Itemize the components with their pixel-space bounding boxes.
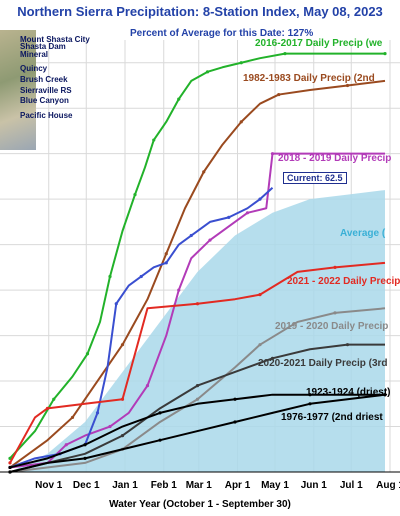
map-station-3: Quincy bbox=[20, 64, 48, 73]
series-label-7: 2020-2021 Daily Precip (3rd bbox=[258, 358, 388, 369]
map-station-4: Brush Creek bbox=[20, 75, 68, 84]
current-value-label: Current: 62.5 bbox=[283, 172, 347, 184]
x-tick-1: Dec 1 bbox=[72, 480, 100, 491]
series-1-point-8 bbox=[202, 170, 206, 174]
series-2-point-6 bbox=[145, 384, 150, 388]
chart-subtitle: Percent of Average for this Date: 127% bbox=[130, 28, 314, 39]
series-3-point-8 bbox=[139, 274, 143, 279]
chart-title: Northern Sierra Precipitation: 8-Station… bbox=[17, 4, 383, 19]
series-label-0: 2016-2017 Daily Precip (we bbox=[255, 38, 383, 49]
series-1-point-10 bbox=[239, 120, 243, 124]
series-7-point-6 bbox=[270, 356, 275, 360]
series-8-point-8 bbox=[308, 393, 312, 397]
series-0-point-18 bbox=[283, 52, 287, 56]
series-5-point-10 bbox=[333, 265, 337, 269]
x-axis-label: Water Year (October 1 - September 30) bbox=[109, 499, 291, 510]
series-9-point-8 bbox=[308, 402, 312, 406]
x-tick-4: Mar 1 bbox=[185, 480, 212, 491]
series-6-point-4 bbox=[195, 397, 200, 401]
series-line-8 bbox=[9, 393, 385, 469]
x-tick-9: Aug 1 bbox=[376, 480, 400, 491]
series-0-point-12 bbox=[177, 97, 181, 101]
series-0-point-16 bbox=[239, 61, 243, 65]
series-label-9: 1976-1977 (2nd driest bbox=[281, 412, 383, 423]
series-0-point-6 bbox=[108, 274, 112, 279]
series-2-point-14 bbox=[270, 152, 275, 156]
series-3-point-4 bbox=[95, 411, 100, 415]
series-3-point-14 bbox=[227, 215, 231, 219]
x-tick-0: Nov 1 bbox=[35, 480, 63, 491]
series-1-point-6 bbox=[164, 252, 168, 256]
series-2-point-8 bbox=[177, 288, 181, 292]
series-3-point-16 bbox=[258, 197, 262, 201]
series-line-7 bbox=[9, 343, 385, 473]
series-2-point-12 bbox=[245, 211, 250, 215]
series-1-point-14 bbox=[345, 83, 350, 88]
map-station-5: Sierraville RS bbox=[20, 86, 72, 95]
series-3-point-6 bbox=[114, 302, 118, 306]
series-0-point-4 bbox=[85, 352, 90, 356]
series-9-point-10 bbox=[383, 393, 387, 397]
station-map bbox=[0, 30, 36, 150]
series-7-point-2 bbox=[120, 434, 125, 438]
map-station-0: Mount Shasta City bbox=[20, 35, 90, 44]
map-station-7: Pacific House bbox=[20, 111, 73, 120]
map-station-2: Mineral bbox=[20, 50, 49, 59]
series-0-point-10 bbox=[152, 138, 156, 142]
series-8-point-0 bbox=[8, 465, 12, 470]
series-7-point-8 bbox=[345, 343, 350, 347]
series-line-6 bbox=[9, 307, 386, 473]
series-7-point-4 bbox=[195, 384, 200, 388]
series-8-point-2 bbox=[83, 443, 87, 447]
series-line-9 bbox=[9, 393, 386, 473]
series-8-point-6 bbox=[233, 397, 237, 401]
x-tick-2: Jan 1 bbox=[112, 480, 138, 491]
x-tick-6: May 1 bbox=[261, 480, 289, 491]
series-line-1 bbox=[9, 79, 386, 469]
map-station-6: Blue Canyon bbox=[20, 96, 69, 105]
series-9-point-6 bbox=[233, 420, 237, 424]
series-label-8: 1923-1924 (driest) bbox=[306, 387, 391, 398]
series-5-point-4 bbox=[120, 397, 125, 401]
series-0-point-8 bbox=[133, 193, 137, 197]
series-9-point-4 bbox=[158, 438, 162, 442]
series-5-point-8 bbox=[258, 293, 262, 297]
series-9-point-2 bbox=[83, 456, 87, 460]
series-0-point-14 bbox=[205, 70, 210, 74]
series-lines bbox=[8, 52, 387, 474]
series-line-2 bbox=[9, 152, 385, 469]
series-label-2: 2018 - 2019 Daily Precip bbox=[278, 153, 392, 164]
x-tick-5: Apr 1 bbox=[224, 480, 251, 491]
map-station-1: Shasta Dam bbox=[20, 42, 66, 51]
series-3-point-12 bbox=[189, 233, 193, 238]
series-6-point-6 bbox=[258, 343, 262, 347]
series-2-point-10 bbox=[208, 238, 212, 242]
series-8-point-4 bbox=[158, 411, 162, 415]
series-2-point-4 bbox=[108, 424, 112, 429]
series-3-point-10 bbox=[164, 261, 168, 265]
series-1-point-4 bbox=[120, 343, 125, 347]
series-label-4: Average ( bbox=[340, 228, 386, 239]
series-label-6: 2019 - 2020 Daily Precip bbox=[275, 321, 389, 332]
series-label-1: 1982-1983 Daily Precip (2nd bbox=[243, 73, 375, 84]
series-line-5 bbox=[9, 261, 386, 464]
x-tick-8: Jul 1 bbox=[339, 480, 363, 491]
series-0-point-0 bbox=[8, 456, 12, 460]
series-5-point-2 bbox=[45, 406, 50, 410]
series-0-point-20 bbox=[383, 52, 387, 56]
series-label-5: 2021 - 2022 Daily Precip bbox=[287, 276, 400, 287]
series-1-point-12 bbox=[277, 92, 281, 97]
series-0-point-2 bbox=[52, 397, 56, 401]
x-tick-3: Feb 1 bbox=[150, 480, 177, 491]
series-5-point-6 bbox=[195, 302, 200, 306]
series-1-point-2 bbox=[70, 415, 75, 420]
series-6-point-8 bbox=[333, 311, 337, 315]
series-5-point-0 bbox=[8, 461, 12, 465]
series-2-point-2 bbox=[64, 443, 68, 447]
x-tick-7: Jun 1 bbox=[300, 480, 327, 491]
